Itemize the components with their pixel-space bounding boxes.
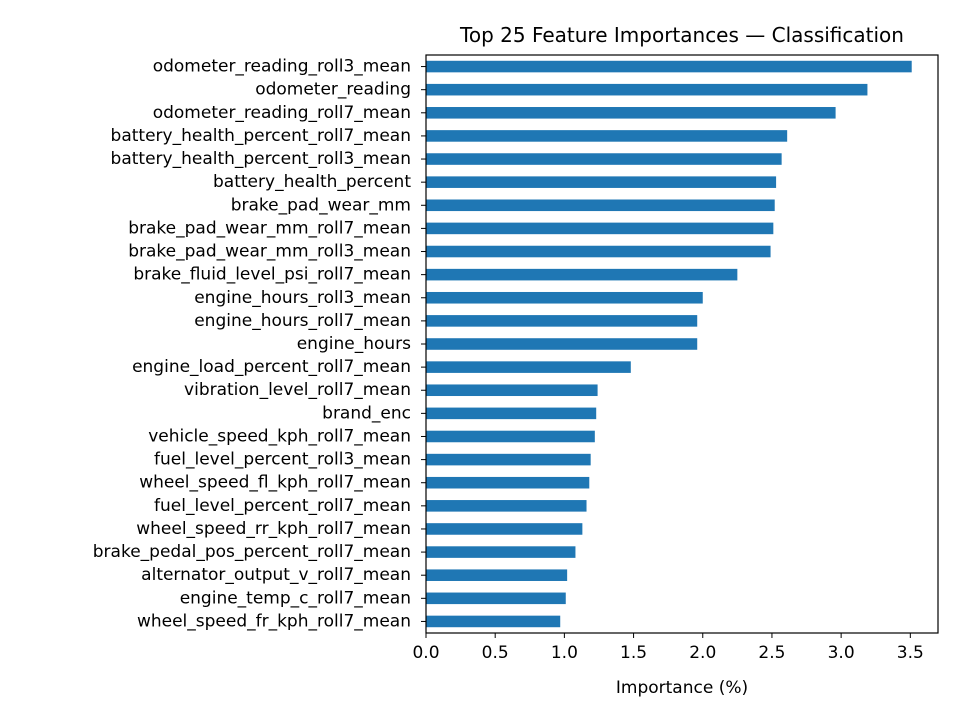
bar-odometer_reading	[426, 83, 868, 96]
y-tick-label: odometer_reading_roll3_mean	[153, 57, 411, 77]
y-tick-label: engine_hours_roll7_mean	[194, 311, 411, 331]
y-tick-label: wheel_speed_fr_kph_roll7_mean	[137, 611, 411, 631]
y-tick-label: engine_temp_c_roll7_mean	[180, 588, 411, 608]
bar-brake_pad_wear_mm	[426, 199, 775, 212]
y-tick-label: wheel_speed_rr_kph_roll7_mean	[136, 519, 411, 539]
plot-frame	[425, 54, 939, 634]
y-tick-labels: odometer_reading_roll3_mean odometer_read…	[93, 57, 412, 632]
bar-engine_load_percent_roll7_mean	[426, 361, 631, 373]
bar-brake_fluid_level_psi_roll7_mean	[426, 268, 738, 281]
y-tick-label: odometer_reading	[255, 80, 411, 100]
bar-engine_temp_c_roll7_mean	[426, 592, 566, 605]
x-tick-label: 1.5	[620, 643, 647, 663]
bar-vehicle_speed_kph_roll7_mean	[426, 430, 595, 443]
y-tick-label: brake_pedal_pos_percent_roll7_mean	[93, 542, 411, 562]
bar-odometer_reading_roll3_mean	[426, 60, 912, 73]
bar-brand_enc	[426, 407, 597, 420]
y-tick-label: brake_pad_wear_mm	[231, 195, 411, 215]
bar-engine_hours_roll3_mean	[426, 291, 703, 304]
y-tick-label: brake_fluid_level_psi_roll7_mean	[133, 265, 411, 285]
y-tick-label: fuel_level_percent_roll3_mean	[154, 450, 411, 470]
bar-wheel_speed_rr_kph_roll7_mean	[426, 523, 583, 535]
y-tick-label: wheel_speed_fl_kph_roll7_mean	[139, 473, 411, 493]
y-tick-label: battery_health_percent	[213, 172, 411, 192]
bar-vibration_level_roll7_mean	[426, 384, 598, 397]
bar-alternator_output_v_roll7_mean	[426, 569, 568, 581]
y-tick-label: vehicle_speed_kph_roll7_mean	[148, 426, 411, 446]
bar-battery_health_percent_roll7_mean	[426, 130, 788, 142]
x-tick-label: 1.0	[551, 643, 578, 663]
x-tick-label: 2.5	[758, 643, 785, 663]
y-tick-label: engine_hours_roll3_mean	[194, 288, 411, 308]
y-tick-label: brand_enc	[322, 403, 411, 423]
y-tick-label: engine_hours	[297, 334, 411, 354]
x-ticks: 0.0 0.5 1.0 1.5 2.0 2.5 3.0 3.5	[412, 633, 924, 663]
x-tick-label: 2.0	[689, 643, 716, 663]
x-tick-label: 3.5	[897, 643, 924, 663]
bar-brake_pad_wear_mm_roll3_mean	[426, 245, 771, 258]
x-tick-label: 3.0	[828, 643, 855, 663]
bar-wheel_speed_fl_kph_roll7_mean	[426, 476, 590, 489]
bar-wheel_speed_fr_kph_roll7_mean	[426, 615, 561, 628]
x-tick-label: 0.0	[412, 643, 439, 663]
y-tick-label: battery_health_percent_roll7_mean	[111, 126, 411, 146]
y-tick-label: battery_health_percent_roll3_mean	[111, 149, 411, 169]
y-tick-label: fuel_level_percent_roll7_mean	[154, 496, 411, 516]
y-tick-label: brake_pad_wear_mm_roll3_mean	[128, 242, 411, 262]
bar-brake_pad_wear_mm_roll7_mean	[426, 222, 774, 235]
y-tick-label: odometer_reading_roll7_mean	[153, 103, 411, 123]
y-tick-label: vibration_level_roll7_mean	[184, 380, 411, 400]
chart-title: Top 25 Feature Importances — Classificat…	[459, 23, 904, 47]
bar-fuel_level_percent_roll7_mean	[426, 500, 587, 512]
bar-odometer_reading_roll7_mean	[426, 107, 836, 119]
bar-engine_hours_roll7_mean	[426, 315, 698, 327]
bars-group	[426, 60, 912, 628]
y-tick-label: engine_load_percent_roll7_mean	[132, 357, 411, 377]
bar-battery_health_percent	[426, 176, 777, 188]
y-ticks	[421, 66, 426, 622]
bar-brake_pedal_pos_percent_roll7_mean	[426, 546, 576, 558]
y-tick-label: brake_pad_wear_mm_roll7_mean	[128, 218, 411, 238]
bar-battery_health_percent_roll3_mean	[426, 153, 782, 165]
bar-fuel_level_percent_roll3_mean	[426, 453, 591, 466]
bar-engine_hours	[426, 338, 698, 350]
x-axis-label: Importance (%)	[616, 678, 748, 698]
x-tick-label: 0.5	[482, 643, 509, 663]
y-tick-label: alternator_output_v_roll7_mean	[141, 565, 411, 585]
